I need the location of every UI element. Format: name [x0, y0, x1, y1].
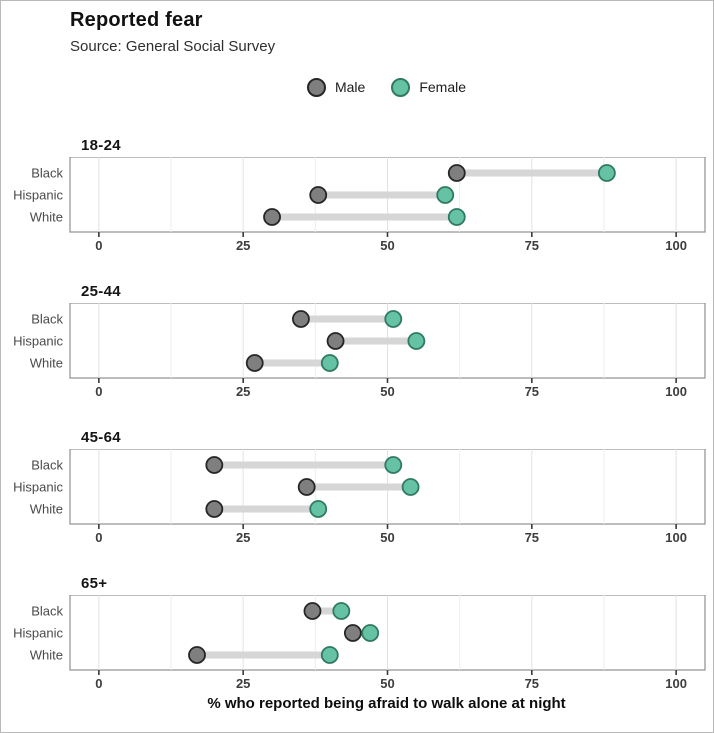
male-swatch-icon	[306, 77, 326, 97]
female-dot	[384, 310, 403, 328]
facet-title: 45-64	[81, 429, 121, 446]
category-label: Black	[31, 166, 63, 181]
male-dot	[303, 602, 322, 620]
tick-label: 0	[95, 384, 102, 399]
tick-label: 100	[665, 238, 687, 253]
chart-subtitle: Source: General Social Survey	[70, 38, 276, 55]
female-dot	[320, 646, 339, 664]
category-label: White	[30, 502, 63, 517]
facet-title: 65+	[81, 575, 108, 592]
x-axis-caption: % who reported being afraid to walk alon…	[207, 695, 566, 712]
category-label: Hispanic	[13, 480, 63, 495]
female-dot	[401, 478, 420, 496]
facet-chart: Black Hispanic White 0 25 50 75 100	[13, 449, 706, 545]
dumbbell-connector	[318, 191, 446, 199]
category-label: White	[30, 210, 63, 225]
female-swatch-icon	[391, 77, 411, 97]
dumbbell-connector	[300, 315, 394, 323]
legend-label-female: Female	[419, 79, 467, 95]
tick-label: 75	[525, 530, 539, 545]
female-dot	[309, 500, 328, 518]
female-dot	[332, 602, 351, 620]
female-dot	[320, 354, 339, 372]
male-dot	[326, 332, 345, 350]
dumbbell-connector	[335, 337, 417, 345]
tick-label: 75	[525, 676, 539, 691]
category-label: Black	[31, 604, 63, 619]
male-dot	[292, 310, 310, 328]
tick-label: 100	[665, 384, 687, 399]
female-dot	[384, 456, 403, 474]
tick-label: 75	[525, 238, 539, 253]
female-dot	[597, 164, 616, 182]
dumbbell-connector	[272, 213, 457, 221]
tick-label: 50	[380, 384, 394, 399]
male-dot	[297, 478, 316, 496]
male-dot	[188, 646, 206, 664]
chart-title: Reported fear	[70, 9, 203, 31]
tick-label: 50	[380, 676, 394, 691]
female-dot	[407, 332, 426, 350]
female-dot	[361, 624, 380, 642]
tick-label: 25	[236, 676, 250, 691]
category-label: White	[30, 356, 63, 371]
tick-label: 100	[665, 676, 687, 691]
male-dot	[205, 456, 224, 474]
tick-label: 0	[95, 676, 102, 691]
legend-item-male: Male	[306, 77, 366, 97]
tick-label: 50	[380, 530, 394, 545]
category-label: Black	[31, 458, 63, 473]
tick-label: 25	[236, 238, 250, 253]
facet-25-44: 25-44 Black Hispanic White 0 25 50 75 100	[1, 283, 713, 399]
tick-label: 0	[95, 238, 102, 253]
facet-chart: Black Hispanic White 0 25 50 75 100	[13, 595, 706, 691]
male-dot	[205, 500, 224, 518]
category-label: Hispanic	[13, 626, 63, 641]
facet-chart: Black Hispanic White 0 25 50 75 100	[13, 303, 706, 399]
tick-label: 0	[95, 530, 102, 545]
dumbbell-connector	[254, 359, 330, 367]
legend-label-male: Male	[334, 79, 366, 95]
legend: Male Female	[60, 77, 713, 97]
facet-18-24: 18-24 Black Hispanic White 0 25 50 75 100	[1, 137, 713, 253]
dumbbell-connector	[214, 461, 394, 469]
facet-65+: 65+ Black Hispanic White 0 25 50 75 100	[1, 575, 713, 691]
tick-label: 25	[236, 384, 250, 399]
tick-label: 25	[236, 530, 250, 545]
dumbbell-connector	[214, 505, 319, 513]
female-dot	[447, 208, 466, 226]
category-label: Hispanic	[13, 188, 63, 203]
female-dot	[436, 186, 455, 204]
facet-title: 18-24	[81, 137, 121, 154]
facet-45-64: 45-64 Black Hispanic White 0 25 50 75 100	[1, 429, 713, 545]
facets-container: 18-24 Black Hispanic White 0 25 50 75 100 25-44 Bl…	[1, 137, 713, 691]
category-label: Black	[31, 312, 63, 327]
tick-label: 100	[665, 530, 687, 545]
facet-chart: Black Hispanic White 0 25 50 75 100	[13, 157, 706, 253]
male-dot	[309, 186, 328, 204]
dumbbell-connector	[197, 651, 330, 659]
dumbbell-connector	[306, 483, 411, 491]
male-dot	[263, 208, 281, 226]
category-label: Hispanic	[13, 334, 63, 349]
dumbbell-connector	[456, 169, 607, 177]
tick-label: 75	[525, 384, 539, 399]
tick-label: 50	[380, 238, 394, 253]
legend-item-female: Female	[391, 77, 467, 97]
category-label: White	[30, 648, 63, 663]
male-dot	[447, 164, 466, 182]
facet-title: 25-44	[81, 283, 121, 300]
male-dot	[245, 354, 264, 372]
male-dot	[343, 624, 362, 642]
